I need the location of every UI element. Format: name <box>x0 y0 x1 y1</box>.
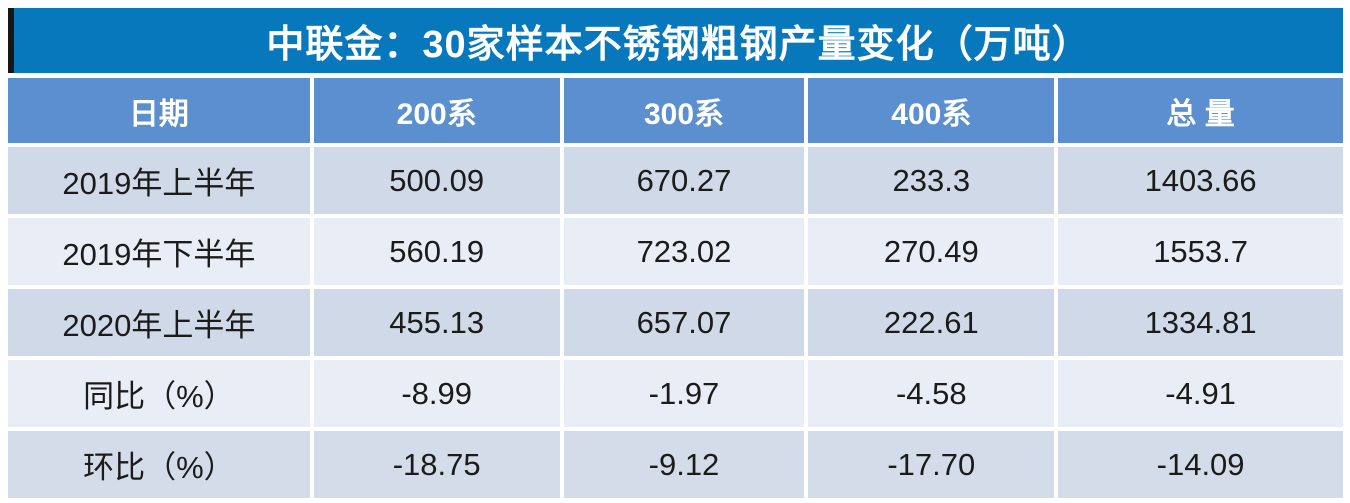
row-label-2019h1: 2019年上半年 <box>8 147 310 214</box>
production-table: 日期 200系 300系 400系 总 量 2019年上半年 500.09 67… <box>8 78 1343 498</box>
data-cell: 560.19 <box>313 218 560 285</box>
row-label-mom: 环比（%） <box>8 431 310 498</box>
table-title-bar: 中联金：30家样本不锈钢粗钢产量变化（万吨） <box>8 8 1343 73</box>
header-cell-400: 400系 <box>808 78 1055 143</box>
data-cell: 1403.66 <box>1058 147 1343 214</box>
data-cell: -8.99 <box>313 360 560 427</box>
data-cell: -14.09 <box>1058 431 1343 498</box>
data-cell: 500.09 <box>313 147 560 214</box>
data-cell: 723.02 <box>563 218 805 285</box>
row-label-yoy: 同比（%） <box>8 360 310 427</box>
data-cell: -17.70 <box>808 431 1055 498</box>
data-cell: 670.27 <box>563 147 805 214</box>
table-title: 中联金：30家样本不锈钢粗钢产量变化（万吨） <box>266 24 1091 66</box>
data-cell: 233.3 <box>808 147 1055 214</box>
header-cell-300: 300系 <box>563 78 805 143</box>
data-cell: 1334.81 <box>1058 289 1343 356</box>
header-cell-200: 200系 <box>313 78 560 143</box>
data-cell: 455.13 <box>313 289 560 356</box>
header-cell-total: 总 量 <box>1058 78 1343 143</box>
data-cell: -18.75 <box>313 431 560 498</box>
data-cell: 270.49 <box>808 218 1055 285</box>
data-cell: -9.12 <box>563 431 805 498</box>
data-cell: 657.07 <box>563 289 805 356</box>
header-cell-date: 日期 <box>8 78 310 143</box>
data-cell: -4.91 <box>1058 360 1343 427</box>
row-label-2019h2: 2019年下半年 <box>8 218 310 285</box>
data-cell: 222.61 <box>808 289 1055 356</box>
data-cell: -4.58 <box>808 360 1055 427</box>
row-label-2020h1: 2020年上半年 <box>8 289 310 356</box>
data-cell: 1553.7 <box>1058 218 1343 285</box>
data-cell: -1.97 <box>563 360 805 427</box>
